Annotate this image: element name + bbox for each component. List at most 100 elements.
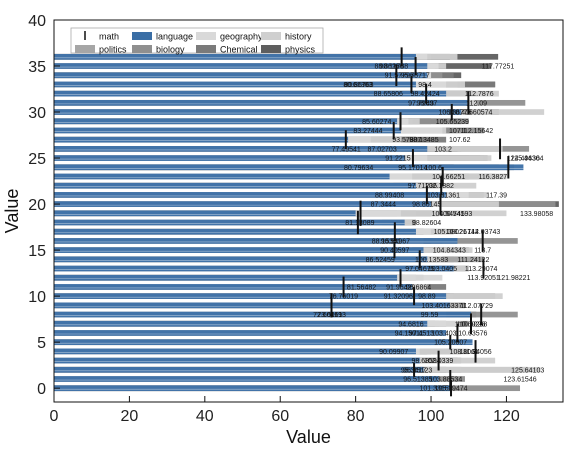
- data-label-29-78: 105.65239: [436, 119, 469, 126]
- legend-swatch-history: [261, 32, 281, 40]
- data-label-35-93: 90.11788: [379, 64, 408, 71]
- data-label-7-19: 110.6026: [457, 321, 486, 328]
- y-tick-label-10: 10: [28, 289, 46, 306]
- data-label-20-53: 87.3444: [371, 202, 396, 209]
- data-label-18-48: 98.82604: [412, 220, 441, 227]
- data-label-25-65: 125.44304: [510, 156, 543, 163]
- bar-language-27: [54, 136, 349, 143]
- data-label-28-76: 112.15642: [461, 128, 494, 135]
- bar-language-29: [54, 118, 398, 125]
- data-label-25-66: 91.2215: [385, 156, 410, 163]
- y-tick-label-30: 30: [28, 105, 46, 122]
- bar-language-2: [54, 366, 424, 373]
- data-label-23-61: 104.66251: [432, 174, 465, 181]
- bar-language-17: [54, 228, 416, 235]
- data-label-11-31: 96.6864: [406, 284, 431, 291]
- data-label-9-25: 103.40163371: [421, 303, 466, 310]
- data-label-33-88: 80.61363: [343, 82, 372, 89]
- bar-language-21: [54, 192, 447, 198]
- data-label-31-82: 98.43: [416, 100, 434, 107]
- data-label-19-51: 106.54193: [439, 211, 472, 218]
- data-label-27-71: 93.57807: [392, 137, 421, 144]
- data-label-22-58: 97.71236: [408, 183, 437, 190]
- axes-layer: 0 20 40 60 80 100 120 0 5 10 15 20 25 30 35 40 Value Valu…: [2, 13, 564, 447]
- data-label-11-29: 81.56482: [347, 284, 376, 291]
- data-label-32-86: 112.7876: [465, 91, 494, 98]
- bar-language-11: [54, 284, 413, 290]
- bar-language-8: [54, 311, 472, 318]
- y-axis-title: Value: [2, 189, 22, 234]
- data-label-18-49: 81.13089: [345, 220, 374, 227]
- bar-language-24: [54, 164, 524, 171]
- data-label-27-72: 98.13485: [409, 137, 438, 144]
- data-label-7-18: 110.60268: [455, 321, 488, 328]
- data-label-8-23: 99.59: [421, 312, 439, 319]
- x-tick-label-0: 0: [50, 408, 59, 425]
- data-label-6-15: 94.15011: [395, 330, 424, 337]
- data-label-24-63: 95.17014: [398, 165, 427, 172]
- data-label-2-7: 125.64103: [511, 367, 544, 374]
- data-label-32-84: 98.42424: [410, 91, 439, 98]
- data-label-13-36: 103.0405: [428, 266, 457, 273]
- legend-swatch-language: [132, 32, 152, 40]
- y-tick-label-25: 25: [28, 151, 46, 168]
- bar-language-7: [54, 320, 428, 327]
- data-label-26-68: 87.02703: [368, 146, 397, 153]
- data-label-29-77: 85.60274: [362, 119, 391, 126]
- bar-language-13: [54, 265, 454, 272]
- legend-label-physics: physics: [285, 45, 316, 55]
- data-label-6-14: 110.63576: [455, 330, 488, 337]
- data-label-24-62: 80.79634: [344, 165, 373, 172]
- data-label-10-28: 98.89: [418, 294, 436, 301]
- data-label-16-43: 88.15391: [372, 238, 401, 245]
- data-label-23-60: 116.3827: [478, 174, 507, 181]
- data-label-12-33: 113.92051: [467, 275, 500, 282]
- data-label-7-20: 94.6816: [398, 321, 423, 328]
- bar-language-5: [54, 339, 473, 346]
- data-label-9-24: 112.07729: [460, 303, 493, 310]
- data-label-16-44: 90.54967: [381, 238, 410, 245]
- data-label-8-22: 73.61193: [317, 312, 346, 319]
- bar-language-3: [54, 357, 420, 364]
- x-tick-label-20: 20: [121, 408, 139, 425]
- bar-language-18: [54, 219, 405, 226]
- bar-language-0: [54, 385, 450, 392]
- y-tick-label-5: 5: [37, 335, 46, 352]
- data-label-31-83: 112.09: [466, 100, 487, 107]
- y-tick-label-0: 0: [37, 381, 46, 398]
- data-label-25-67: 124.49636: [507, 156, 540, 163]
- bar-language-26: [54, 146, 428, 152]
- legend-swatch-biology: [132, 45, 152, 53]
- bar-language-4: [54, 348, 416, 355]
- data-label-28-75: 107.1: [449, 128, 467, 135]
- legend-label-chemical: Chemical: [220, 45, 258, 55]
- data-label-32-85: 88.65806: [374, 91, 403, 98]
- legend-label-geography: geography: [220, 32, 263, 42]
- data-label-33-89: 98.4: [418, 82, 432, 89]
- x-tick-label-100: 100: [418, 408, 445, 425]
- bar-language-36: [54, 53, 416, 60]
- legend-label-politics: politics: [99, 45, 127, 55]
- data-label-4-10: 111.84056: [460, 349, 492, 356]
- legend-label-biology: biology: [156, 45, 185, 55]
- data-label-15-42: 113.7: [474, 248, 491, 255]
- legend-swatch-geography: [196, 32, 216, 40]
- bars-layer: [54, 53, 559, 392]
- x-tick-label-60: 60: [271, 408, 289, 425]
- bar-language-32: [54, 90, 447, 97]
- x-tick-label-80: 80: [347, 408, 365, 425]
- data-label-34-90: 95.78717: [401, 73, 430, 80]
- data-label-13-35: 97.04675: [405, 266, 434, 273]
- bar-language-9: [54, 302, 450, 309]
- data-label-21-55: 88.99408: [375, 192, 404, 199]
- legend-swatch-chemical: [196, 45, 216, 53]
- data-label-19-52: 133.98058: [520, 211, 553, 218]
- data-label-27-73: 107.62: [449, 137, 471, 144]
- data-label-15-40: 104.84343: [433, 248, 466, 255]
- legend-swatch-physics: [261, 45, 281, 53]
- x-axis-title: Value: [286, 427, 331, 447]
- data-label-2-5: 96.45123: [403, 367, 432, 374]
